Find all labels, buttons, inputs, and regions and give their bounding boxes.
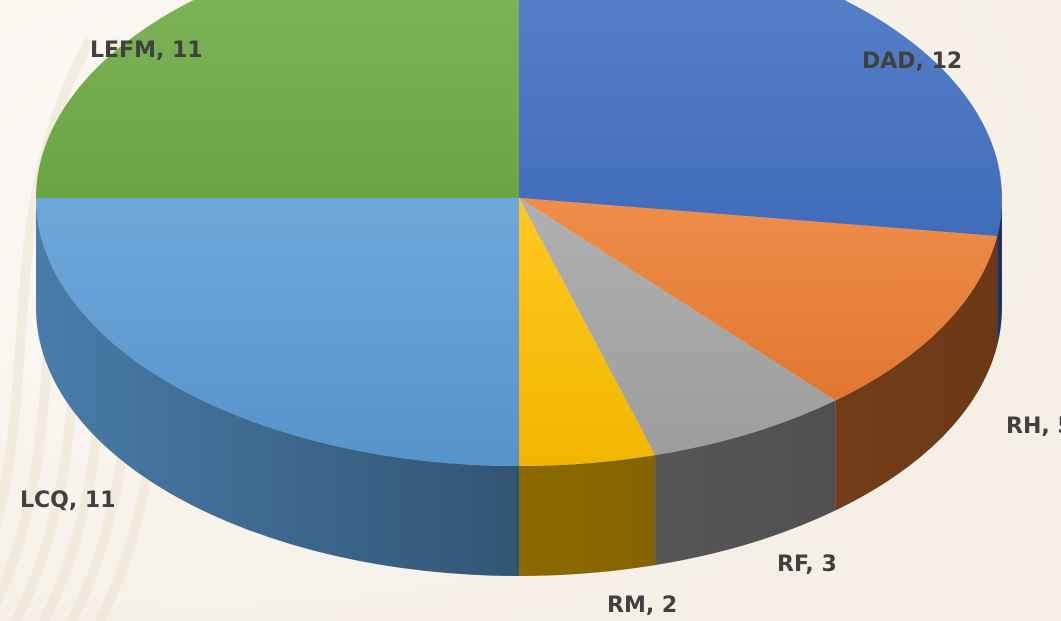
slice-label-rh: RH, 5 xyxy=(1006,414,1061,439)
pie-slice-rf xyxy=(519,198,836,456)
slice-label-dad: DAD, 12 xyxy=(862,49,962,74)
background-curve xyxy=(0,37,95,530)
pie-slice-lefm xyxy=(36,0,519,198)
pie-labels: DAD, 12 RH, 5 RF, 3 RM, 2 LCQ, 11 LEFM, 11 xyxy=(20,38,1061,618)
slice-label-rm: RM, 2 xyxy=(607,593,677,618)
pie-slices xyxy=(36,0,1002,466)
slice-label-lcq: LCQ, 11 xyxy=(20,488,116,513)
slice-label-rf: RF, 3 xyxy=(777,552,837,577)
pie-slice-dad xyxy=(519,0,1002,237)
slice-label-lefm: LEFM, 11 xyxy=(90,38,203,63)
pie-slice-side-rm xyxy=(519,455,656,576)
pie-slice-rh xyxy=(519,198,998,401)
pie-slice-side-rf xyxy=(655,400,836,566)
pie-slice-side-lcq xyxy=(36,198,519,576)
pie-slice-lcq xyxy=(36,198,519,466)
pie-slice-rm xyxy=(519,198,656,466)
pie-slice-side-rh xyxy=(835,236,998,511)
pie-slice-side-dad xyxy=(997,198,1002,347)
pie-sides xyxy=(36,198,1002,576)
